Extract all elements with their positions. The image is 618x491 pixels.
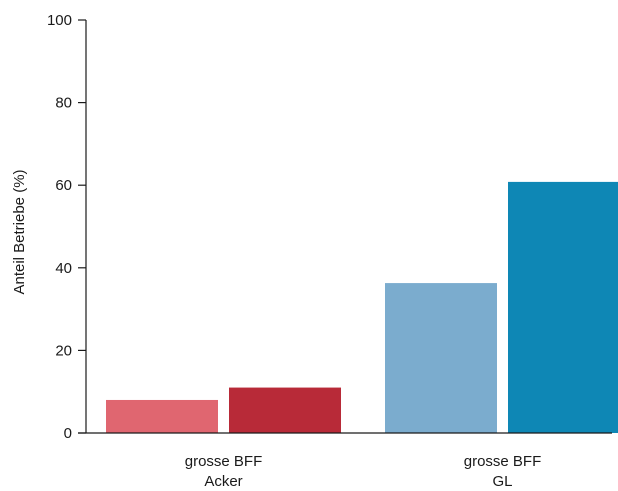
y-tick-label: 80 bbox=[55, 95, 72, 112]
category-label-2-line-2: GL bbox=[492, 473, 512, 490]
y-tick-label: 60 bbox=[55, 177, 72, 194]
y-axis-title: Anteil Betriebe (%) bbox=[11, 169, 28, 294]
bar-1-2 bbox=[229, 387, 341, 433]
y-tick-label: 0 bbox=[64, 425, 72, 442]
y-axis-ticks: 0 20 40 60 80 100 bbox=[47, 12, 86, 442]
category-label-1-line-1: grosse BFF bbox=[185, 453, 263, 470]
y-tick-label: 100 bbox=[47, 12, 72, 29]
category-labels: grosse BFF Acker grosse BFF GL bbox=[185, 453, 542, 490]
bar-2-2 bbox=[508, 181, 618, 433]
bar-1-1 bbox=[106, 399, 218, 433]
y-tick-label: 40 bbox=[55, 260, 72, 277]
category-label-2-line-1: grosse BFF bbox=[464, 453, 542, 470]
category-label-1-line-2: Acker bbox=[204, 473, 242, 490]
bar-2-1 bbox=[385, 283, 497, 433]
bars bbox=[106, 181, 618, 433]
y-tick-label: 20 bbox=[55, 342, 72, 359]
